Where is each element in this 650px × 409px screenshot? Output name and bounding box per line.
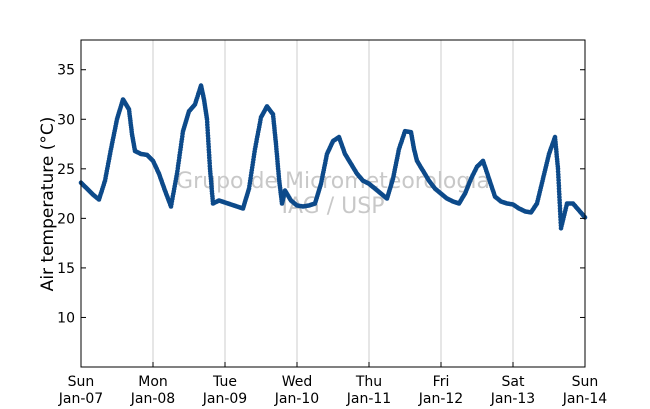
x-tick-date: Jan-10: [274, 391, 319, 407]
x-tick-date: Jan-07: [58, 391, 103, 407]
x-tick-date: Jan-14: [562, 391, 608, 407]
x-tick-date: Jan-08: [130, 391, 175, 407]
x-tick-date: Jan-13: [490, 391, 535, 407]
x-tick-date: Jan-11: [346, 391, 391, 407]
x-tick-date: Jan-09: [202, 391, 247, 407]
y-tick-label: 15: [57, 261, 75, 277]
y-axis-ticks: 10 15 20 25 30 35: [57, 63, 585, 326]
x-tick-day: Tue: [212, 374, 237, 390]
y-axis-label: Air temperature (°C): [38, 117, 58, 292]
x-tick-day: Thu: [355, 374, 382, 390]
x-tick-day: Mon: [138, 374, 168, 390]
y-tick-label: 20: [57, 211, 75, 227]
data-points: [78, 83, 588, 231]
plot-frame: [80, 39, 586, 368]
x-tick-day: Wed: [282, 374, 313, 390]
x-tick-day: Fri: [433, 374, 450, 390]
y-tick-label: 35: [57, 63, 75, 79]
y-tick-label: 10: [57, 310, 75, 326]
x-tick-day: Sun: [572, 374, 599, 390]
x-tick-day: Sat: [502, 374, 525, 390]
x-tick-date: Jan-12: [418, 391, 463, 407]
x-tick-day: Sun: [68, 374, 95, 390]
watermark-line-1: Grupo de Micrometeorologia: [176, 169, 490, 194]
x-axis-ticks: SunJan-07MonJan-08TueJan-09WedJan-10ThuJ…: [58, 362, 608, 407]
y-tick-label: 25: [57, 162, 75, 178]
y-tick-label: 30: [57, 112, 75, 128]
